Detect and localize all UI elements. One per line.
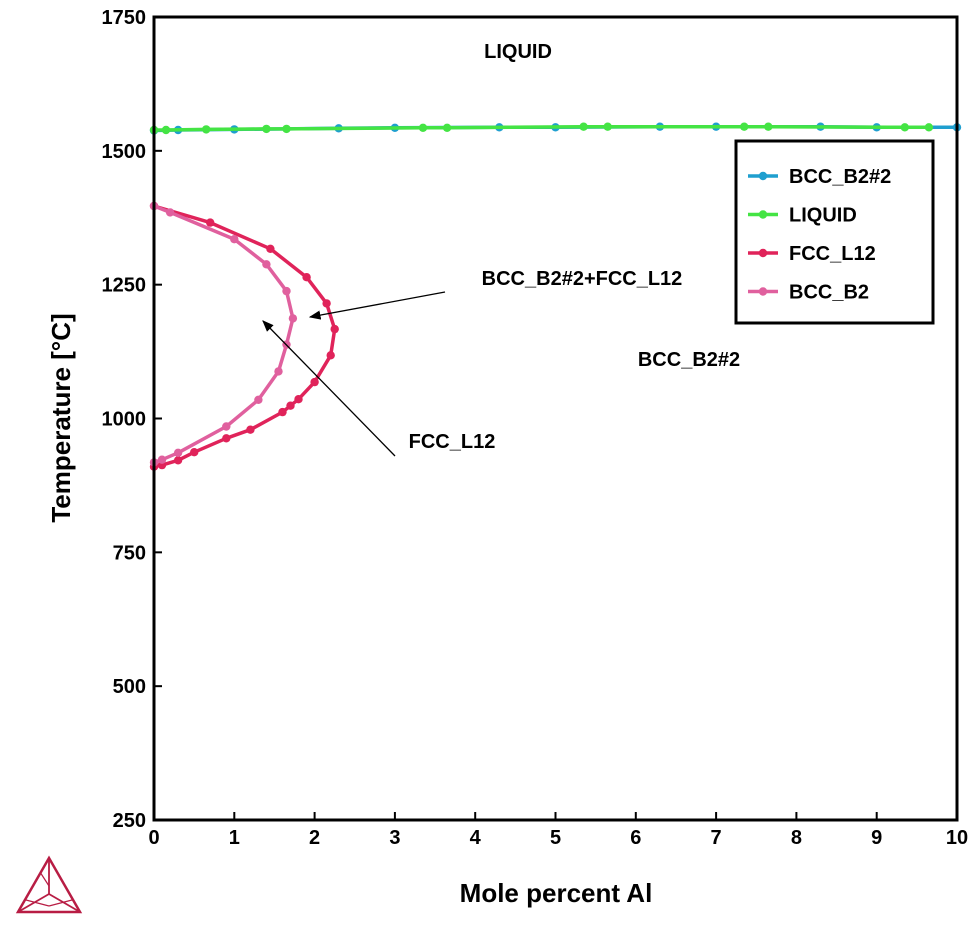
x-tick-label: 3	[389, 827, 400, 849]
series-liquid	[149, 122, 934, 135]
annotation-liquid-region: LIQUID	[484, 41, 552, 63]
data-point	[206, 218, 215, 227]
data-point	[222, 434, 231, 443]
data-point	[326, 351, 335, 360]
data-point	[924, 123, 934, 132]
data-point	[286, 401, 295, 410]
data-point	[173, 456, 183, 465]
annotation-bcc-fcc-region: BCC_B2#2+FCC_L12	[482, 268, 683, 290]
y-tick-label: 500	[113, 676, 146, 698]
data-point	[173, 448, 183, 457]
data-point	[282, 124, 291, 134]
data-point	[165, 208, 175, 217]
data-point	[322, 299, 331, 308]
data-point	[262, 260, 271, 269]
series-layer	[149, 122, 962, 471]
thermo-logo-icon	[15, 855, 83, 914]
x-axis-title: Mole percent Al	[460, 878, 653, 908]
legend-item-liquid: LIQUID	[748, 205, 857, 227]
x-tick-label: 5	[550, 827, 561, 849]
x-tick-label: 4	[470, 827, 482, 849]
data-point	[262, 124, 271, 134]
legend-items: BCC_B2#2 LIQUID FCC_L12 BCC_B2	[748, 166, 891, 304]
y-tick-label: 250	[113, 810, 146, 832]
data-point	[266, 244, 275, 253]
legend: BCC_B2#2 LIQUID FCC_L12 BCC_B2	[734, 139, 935, 325]
series-fcc-l12	[149, 201, 339, 471]
legend-swatch-marker	[758, 248, 768, 258]
x-tick-label: 10	[946, 827, 968, 849]
ticks-layer: 0 1 2 3 4 5 6 7 8 9 10 250 500 750 1000 1250 1500 1750	[102, 7, 969, 849]
x-tick-label: 0	[148, 827, 159, 849]
x-tick-label: 6	[630, 827, 641, 849]
legend-label: BCC_B2#2	[789, 166, 891, 188]
annotation-fcc-l12-region: FCC_L12	[409, 431, 496, 453]
x-tick-label: 8	[791, 827, 802, 849]
x-tick-label: 7	[711, 827, 722, 849]
x-tick-label: 1	[229, 827, 240, 849]
x-tick-label: 9	[871, 827, 882, 849]
data-point	[202, 125, 211, 134]
data-point	[764, 122, 773, 131]
data-point	[310, 377, 319, 387]
data-point	[222, 422, 231, 431]
data-point	[900, 123, 909, 132]
y-axis-title: Temperature [°C]	[46, 313, 76, 522]
data-point	[330, 324, 339, 334]
x-tick-label: 2	[309, 827, 320, 849]
legend-item-bcc-b2-2: BCC_B2#2	[748, 166, 891, 188]
data-point	[230, 235, 239, 244]
data-point	[246, 425, 255, 434]
data-point	[302, 273, 311, 282]
data-point	[603, 122, 612, 131]
data-point	[418, 123, 428, 132]
data-point	[278, 407, 287, 417]
data-point	[740, 122, 749, 131]
data-point	[288, 314, 298, 323]
data-point	[157, 455, 167, 464]
data-point	[294, 395, 303, 404]
annotation-bcc-b2-2-region: BCC_B2#2	[638, 349, 740, 371]
data-point	[254, 395, 263, 404]
y-tick-label: 750	[113, 542, 146, 564]
y-tick-label: 1000	[102, 409, 147, 431]
data-point	[442, 123, 452, 132]
y-tick-label: 1250	[102, 275, 147, 297]
data-point	[274, 367, 283, 376]
legend-item-fcc-l12: FCC_L12	[748, 243, 876, 265]
legend-item-bcc-b2: BCC_B2	[748, 282, 869, 304]
data-point	[579, 122, 588, 131]
legend-swatch-marker	[758, 287, 768, 296]
annotation-arrow-fcc-l12	[262, 320, 396, 457]
data-point	[190, 448, 199, 457]
legend-label: FCC_L12	[789, 243, 876, 265]
legend-label: LIQUID	[789, 205, 857, 227]
y-tick-label: 1500	[102, 141, 147, 163]
data-point	[161, 125, 171, 135]
legend-label: BCC_B2	[789, 282, 869, 304]
annotation-arrow-bcc-fcc	[308, 291, 446, 320]
data-point	[282, 286, 291, 296]
legend-swatch-marker	[758, 210, 768, 219]
legend-swatch-marker	[758, 171, 768, 181]
y-tick-label: 1750	[102, 7, 147, 29]
